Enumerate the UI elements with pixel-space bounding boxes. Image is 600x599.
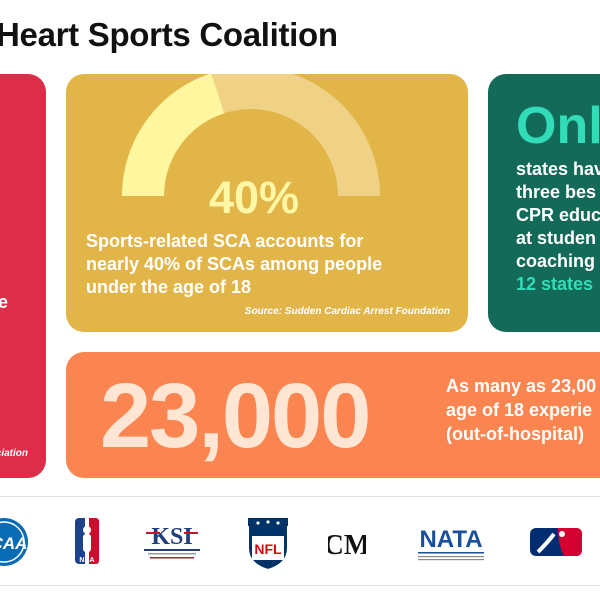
page-title: Heart Sports Coalition <box>0 16 338 53</box>
logo-strip-divider-bottom <box>0 585 600 586</box>
ncaa-logo-text: CAA <box>0 534 27 553</box>
ksi-logo-text: KSI <box>151 524 192 550</box>
yellow-card-text: Sports-related SCA accounts for nearly 4… <box>86 231 383 297</box>
green-card-line: at studen <box>516 228 597 248</box>
orange-card-line: (out-of-hospital) <box>446 424 584 444</box>
ncaa-logo: CAA <box>0 512 36 572</box>
nfl-logo: NFL <box>244 512 292 572</box>
green-card-line: three bes <box>516 182 597 202</box>
green-card-text: states hav three bes CPR educ at studen … <box>516 158 600 296</box>
nfl-logo-text: NFL <box>254 541 282 557</box>
percent-gauge <box>122 74 380 197</box>
logo-strip-divider-top <box>0 496 600 497</box>
green-stat-card: Only states hav three bes CPR educ at st… <box>488 74 600 332</box>
percent-label: 40% <box>208 172 300 223</box>
orange-stat-card: 23,000 As many as 23,00 age of 18 experi… <box>66 352 600 478</box>
green-card-line: coaching <box>516 251 596 271</box>
orange-card-line: age of 18 experie <box>446 400 593 420</box>
gauge-fill <box>122 74 225 197</box>
red-card-text-fragment: e <box>0 292 8 312</box>
nba-logo-text: NBA <box>79 557 94 564</box>
red-card-source-fragment: ciation <box>0 448 28 459</box>
yellow-stat-card: 40% Sports-related SCA accounts for near… <box>66 74 468 332</box>
green-card-headline: Only <box>516 97 600 155</box>
cm-logo-text: CM <box>328 530 366 561</box>
big-number: 23,000 <box>100 365 371 467</box>
green-card-line: states hav <box>516 159 600 179</box>
green-card-line: CPR educ <box>516 205 600 225</box>
yellow-card-source: Source: Sudden Cardiac Arrest Foundation <box>244 306 450 317</box>
orange-card-text: As many as 23,00 age of 18 experie (out-… <box>446 374 600 446</box>
ksi-logo: KSI <box>138 512 206 572</box>
cm-logo: CM <box>328 512 366 572</box>
mlb-logo <box>528 512 584 572</box>
orange-card-line: As many as 23,00 <box>446 376 597 396</box>
nata-logo-text: NATA <box>419 526 482 553</box>
nba-logo: NBA <box>72 512 102 572</box>
red-stat-card: e ciation <box>0 74 46 478</box>
nata-logo: NATA <box>414 512 488 572</box>
green-card-accent-line: 12 states <box>516 274 594 294</box>
